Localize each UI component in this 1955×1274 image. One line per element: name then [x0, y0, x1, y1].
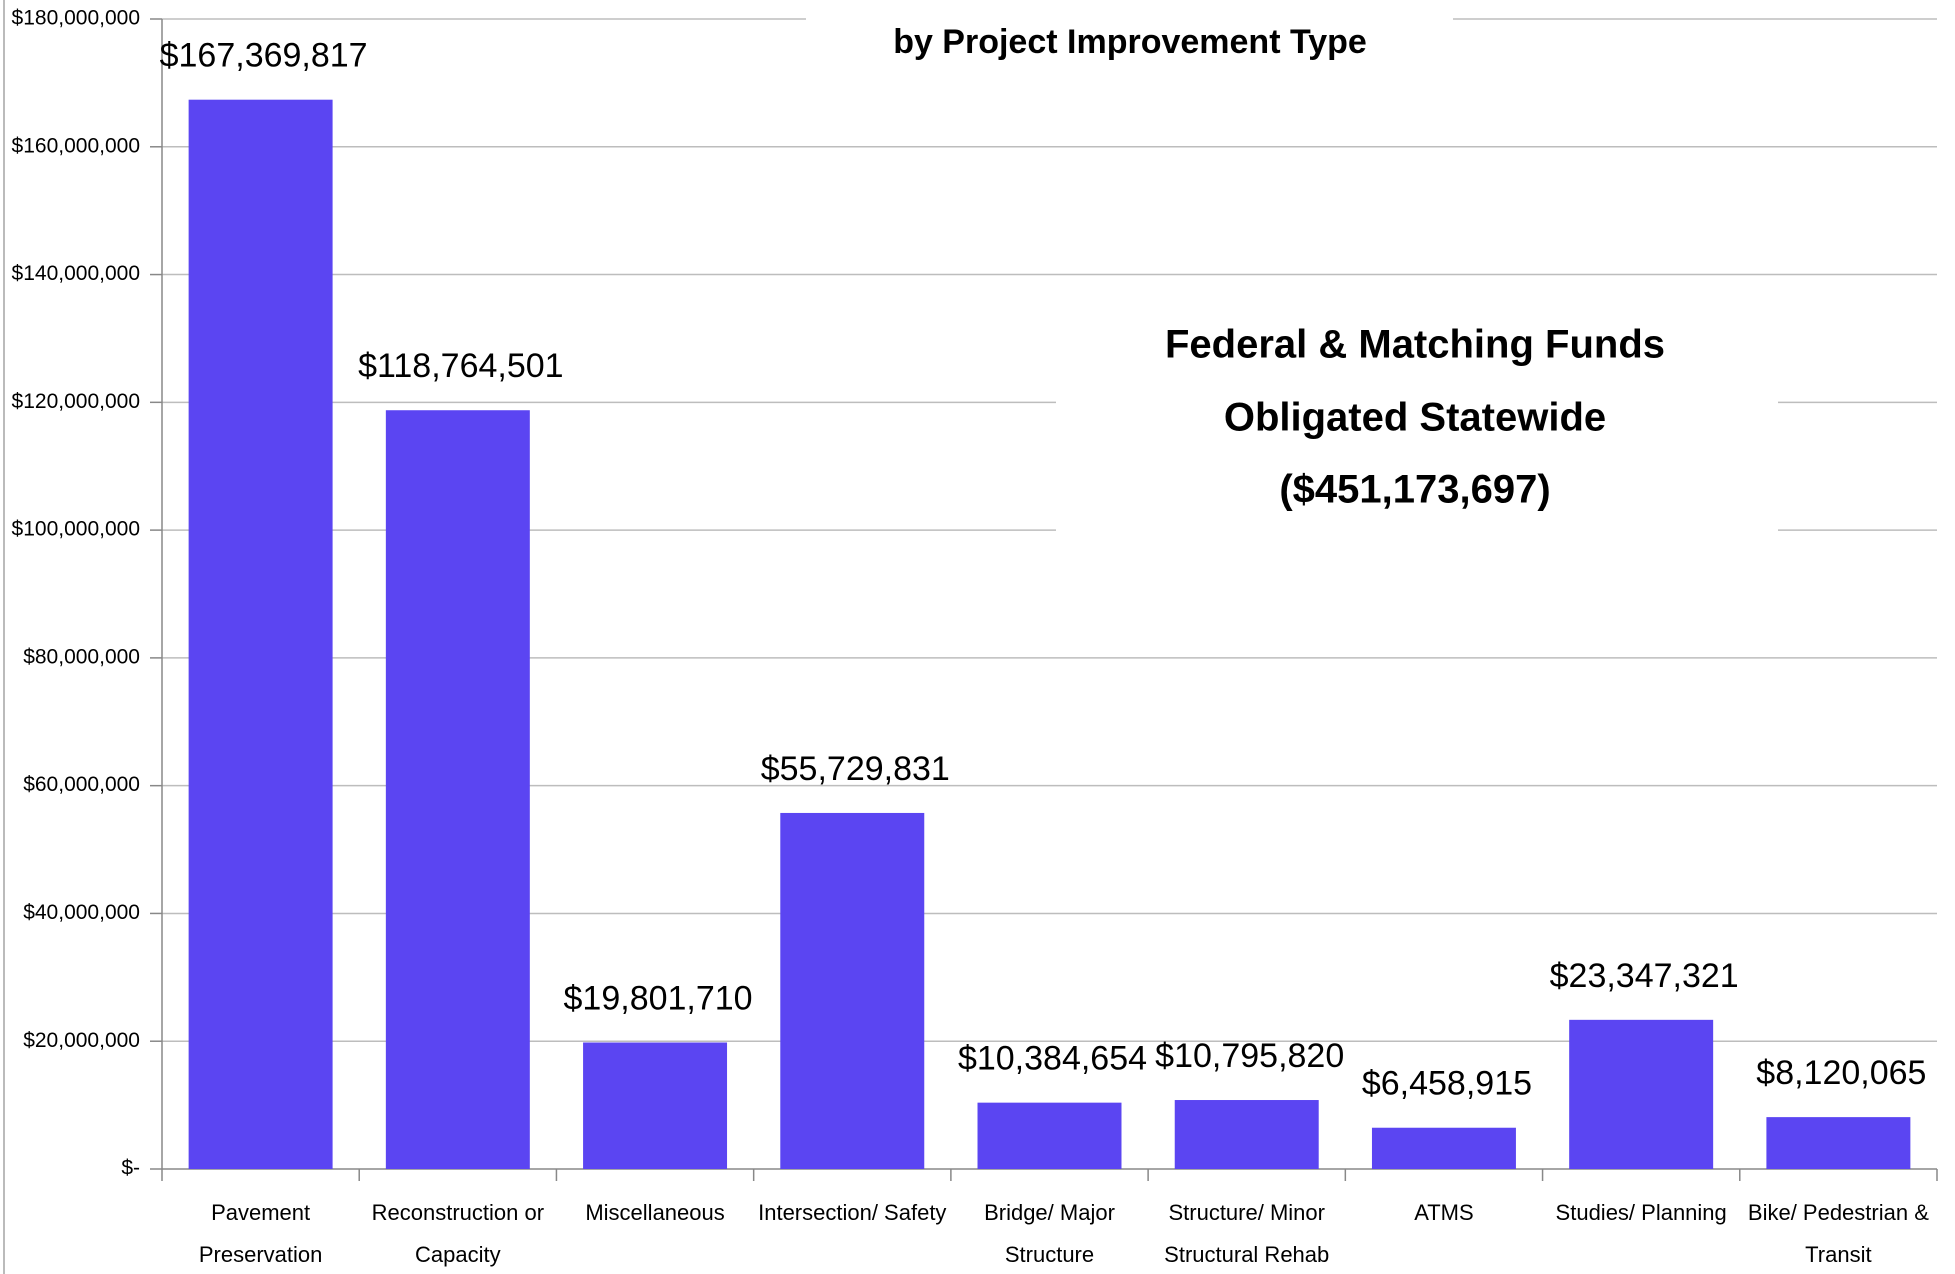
- chart-title: by Project Improvement Type: [893, 23, 1367, 61]
- value-label: $10,384,654: [958, 1040, 1147, 1078]
- bar: [1766, 1117, 1911, 1169]
- value-label: $167,369,817: [160, 37, 368, 75]
- x-tick-label: Intersection/ Safety: [758, 1200, 946, 1225]
- x-tick-label: Bridge/ Major: [984, 1200, 1115, 1225]
- y-tick-label: $-: [121, 1157, 140, 1180]
- y-tick-label: $60,000,000: [23, 773, 140, 796]
- annotation: ($451,173,697): [1279, 468, 1550, 512]
- y-tick-label: $100,000,000: [12, 518, 140, 541]
- bar: [1371, 1127, 1516, 1169]
- bar: [977, 1102, 1122, 1169]
- bar: [385, 410, 530, 1169]
- y-tick-label: $20,000,000: [23, 1029, 140, 1052]
- x-tick-label: Structure/ Minor: [1168, 1200, 1325, 1225]
- bar: [583, 1042, 728, 1169]
- x-tick-label: Studies/ Planning: [1556, 1200, 1727, 1225]
- value-label: $8,120,065: [1756, 1054, 1926, 1092]
- x-tick-label: Pavement: [211, 1200, 310, 1225]
- y-tick-label: $120,000,000: [12, 390, 140, 413]
- x-tick-label: Structure: [1005, 1242, 1094, 1267]
- bar: [188, 99, 333, 1169]
- y-tick-label: $80,000,000: [23, 645, 140, 668]
- bar: [1569, 1019, 1714, 1169]
- value-label: $55,729,831: [761, 750, 950, 788]
- bar: [780, 812, 925, 1169]
- x-tick-label: Miscellaneous: [585, 1200, 724, 1225]
- bar: [1174, 1100, 1319, 1169]
- x-tick-label: Preservation: [199, 1242, 323, 1267]
- value-label: $6,458,915: [1362, 1065, 1532, 1103]
- x-tick-label: ATMS: [1414, 1200, 1473, 1225]
- y-tick-label: $160,000,000: [12, 134, 140, 157]
- annotation: Federal & Matching Funds: [1165, 323, 1665, 367]
- y-tick-label: $40,000,000: [23, 901, 140, 924]
- value-label: $23,347,321: [1550, 957, 1739, 995]
- x-tick-label: Bike/ Pedestrian &: [1748, 1200, 1929, 1225]
- x-tick-label: Reconstruction or: [372, 1200, 544, 1225]
- x-tick-label: Capacity: [415, 1242, 501, 1267]
- value-label: $118,764,501: [358, 347, 563, 385]
- value-label: $10,795,820: [1155, 1037, 1344, 1075]
- y-tick-label: $180,000,000: [12, 7, 140, 30]
- annotation-background: [1056, 312, 1778, 537]
- title-background: [806, 0, 1453, 64]
- value-label: $19,801,710: [564, 979, 753, 1017]
- x-tick-label: Structural Rehab: [1164, 1242, 1329, 1267]
- x-tick-label: Transit: [1805, 1242, 1871, 1267]
- annotation: Obligated Statewide: [1224, 396, 1606, 440]
- y-tick-label: $140,000,000: [12, 262, 140, 285]
